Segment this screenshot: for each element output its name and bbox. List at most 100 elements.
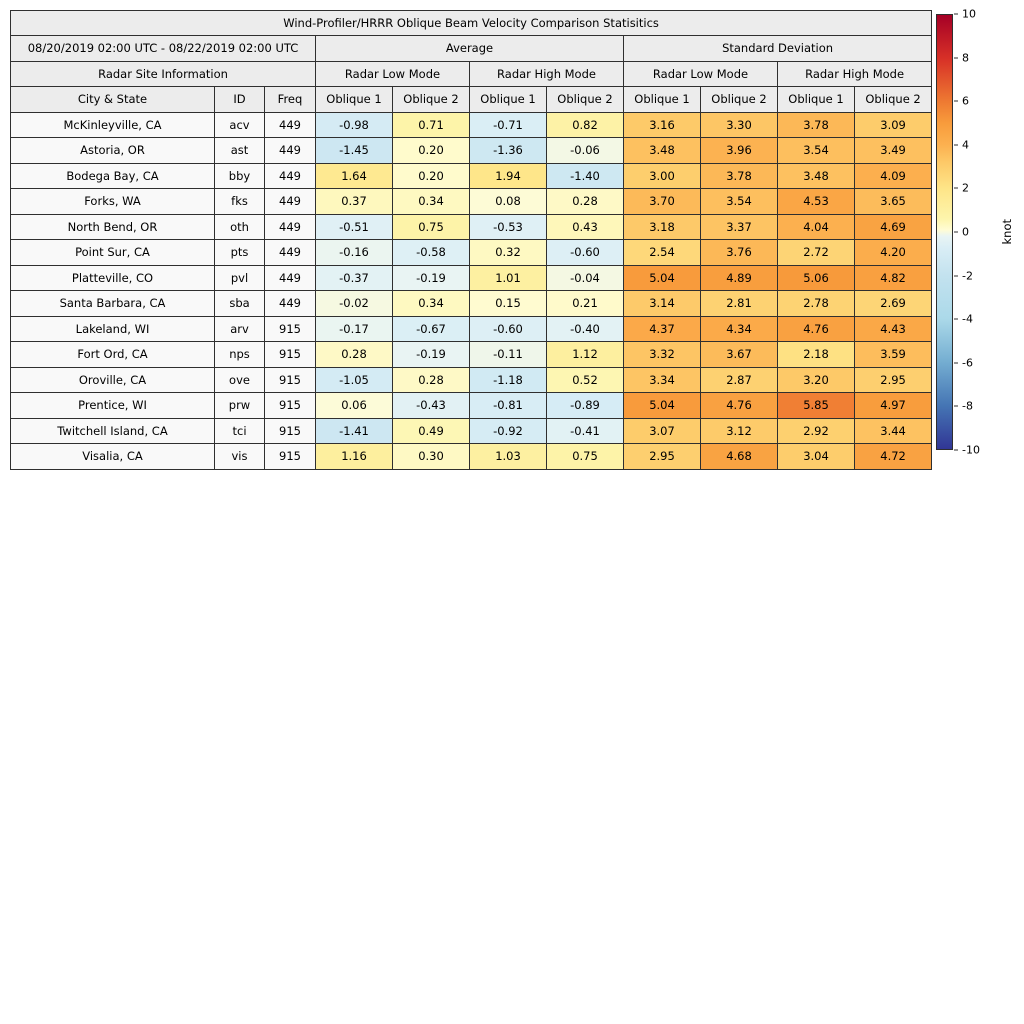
city-cell: Santa Barbara, CA [10,290,215,317]
value-cell: 3.65 [853,188,933,215]
colorbar-tick [954,405,958,407]
freq-cell: 915 [264,417,316,444]
table-row: Prentice, WI prw 915 0.06 -0.43 -0.81 -0.89 5.0… [10,392,933,419]
value-cell: 0.32 [469,239,547,266]
value-cell: -0.67 [392,315,470,342]
value-cell: 3.59 [853,341,933,368]
value-cell: -0.51 [315,213,393,240]
colorbar-gradient [936,14,953,450]
value-cell: 3.18 [623,213,701,240]
freq-cell: 915 [264,366,316,393]
value-cell: -0.40 [546,315,624,342]
value-cell: -0.58 [392,239,470,266]
freq-cell: 915 [264,341,316,368]
value-cell: 4.09 [853,162,933,189]
freq-cell: 449 [264,137,316,164]
site-id-cell: bby [214,162,265,189]
colorbar-tick-label: 2 [962,181,969,195]
value-cell: 1.03 [469,443,547,470]
colorbar-tick [954,318,958,320]
freq-cell: 915 [264,392,316,419]
value-cell: 4.76 [777,315,855,342]
value-cell: 4.82 [853,264,933,291]
value-cell: 4.68 [700,443,778,470]
value-cell: 0.37 [315,188,393,215]
colorbar-tick [954,13,958,15]
value-cell: 3.67 [700,341,778,368]
value-cell: 0.49 [392,417,470,444]
table-row: Visalia, CA vis 915 1.16 0.30 1.03 0.75 2.95 4.6… [10,443,933,470]
colorbar: knot 10 8 6 4 2 0 -2 -4 -6 -8 -10 [936,9,1024,456]
value-cell: 0.71 [392,111,470,138]
value-cell: 5.06 [777,264,855,291]
value-cell: 2.95 [623,443,701,470]
table-row: North Bend, OR oth 449 -0.51 0.75 -0.53 0.43 3.… [10,213,933,240]
value-cell: 4.72 [853,443,933,470]
table-row: Forks, WA fks 449 0.37 0.34 0.08 0.28 3.70 3.54 4… [10,188,933,215]
value-cell: 3.49 [853,137,933,164]
value-cell: 2.81 [700,290,778,317]
value-cell: 3.54 [777,137,855,164]
value-cell: 0.28 [546,188,624,215]
value-cell: 3.78 [777,111,855,138]
value-cell: -0.19 [392,341,470,368]
colorbar-tick [954,362,958,364]
city-cell: Lakeland, WI [10,315,215,342]
value-cell: -0.04 [546,264,624,291]
std-low-mode-header: Radar Low Mode [623,60,778,87]
value-cell: 0.75 [546,443,624,470]
freq-cell: 915 [264,443,316,470]
colorbar-tick [954,100,958,102]
colorbar-tick-label: 4 [962,138,969,152]
site-info-header: Radar Site Information [10,60,316,87]
value-cell: 0.21 [546,290,624,317]
value-cell: 3.34 [623,366,701,393]
value-cell: 4.76 [700,392,778,419]
table-row: Oroville, CA ove 915 -1.05 0.28 -1.18 0.52 3.34… [10,366,933,393]
colorbar-tick [954,144,958,146]
table-row: Point Sur, CA pts 449 -0.16 -0.58 0.32 -0.60 2.… [10,239,933,266]
value-cell: -0.60 [469,315,547,342]
city-cell: Visalia, CA [10,443,215,470]
city-cell: Astoria, OR [10,137,215,164]
value-cell: 4.34 [700,315,778,342]
value-cell: 0.34 [392,290,470,317]
value-cell: 4.04 [777,213,855,240]
value-cell: -0.98 [315,111,393,138]
value-cell: -0.81 [469,392,547,419]
freq-cell: 915 [264,315,316,342]
value-cell: 2.78 [777,290,855,317]
colorbar-unit-wrap: knot [1000,14,1014,450]
site-id-cell: arv [214,315,265,342]
col-freq: Freq [264,86,316,113]
value-cell: 1.64 [315,162,393,189]
colorbar-tick-label: 6 [962,94,969,108]
table-row: Astoria, OR ast 449 -1.45 0.20 -1.36 -0.06 3.48… [10,137,933,164]
column-header-row: City & State ID Freq Oblique 1 Oblique 2… [10,86,933,113]
value-cell: 0.34 [392,188,470,215]
value-cell: 3.78 [700,162,778,189]
std-high-mode-header: Radar High Mode [776,60,933,87]
col-oblique2: Oblique 2 [700,86,778,113]
value-cell: 0.15 [469,290,547,317]
value-cell: 2.54 [623,239,701,266]
city-cell: Bodega Bay, CA [10,162,215,189]
colorbar-unit-label: knot [1000,219,1014,245]
value-cell: 2.92 [777,417,855,444]
value-cell: 2.87 [700,366,778,393]
value-cell: 3.54 [700,188,778,215]
period-label: 08/20/2019 02:00 UTC - 08/22/2019 02:00 … [10,35,316,62]
col-oblique1: Oblique 1 [777,86,855,113]
value-cell: 3.48 [623,137,701,164]
col-oblique1: Oblique 1 [623,86,701,113]
freq-cell: 449 [264,239,316,266]
value-cell: -0.19 [392,264,470,291]
value-cell: -1.18 [469,366,547,393]
table-row: Bodega Bay, CA bby 449 1.64 0.20 1.94 -1.40 3.0… [10,162,933,189]
value-cell: 4.43 [853,315,933,342]
value-cell: 3.20 [777,366,855,393]
city-cell: Prentice, WI [10,392,215,419]
value-cell: 3.12 [700,417,778,444]
site-id-cell: sba [214,290,265,317]
value-cell: 0.30 [392,443,470,470]
